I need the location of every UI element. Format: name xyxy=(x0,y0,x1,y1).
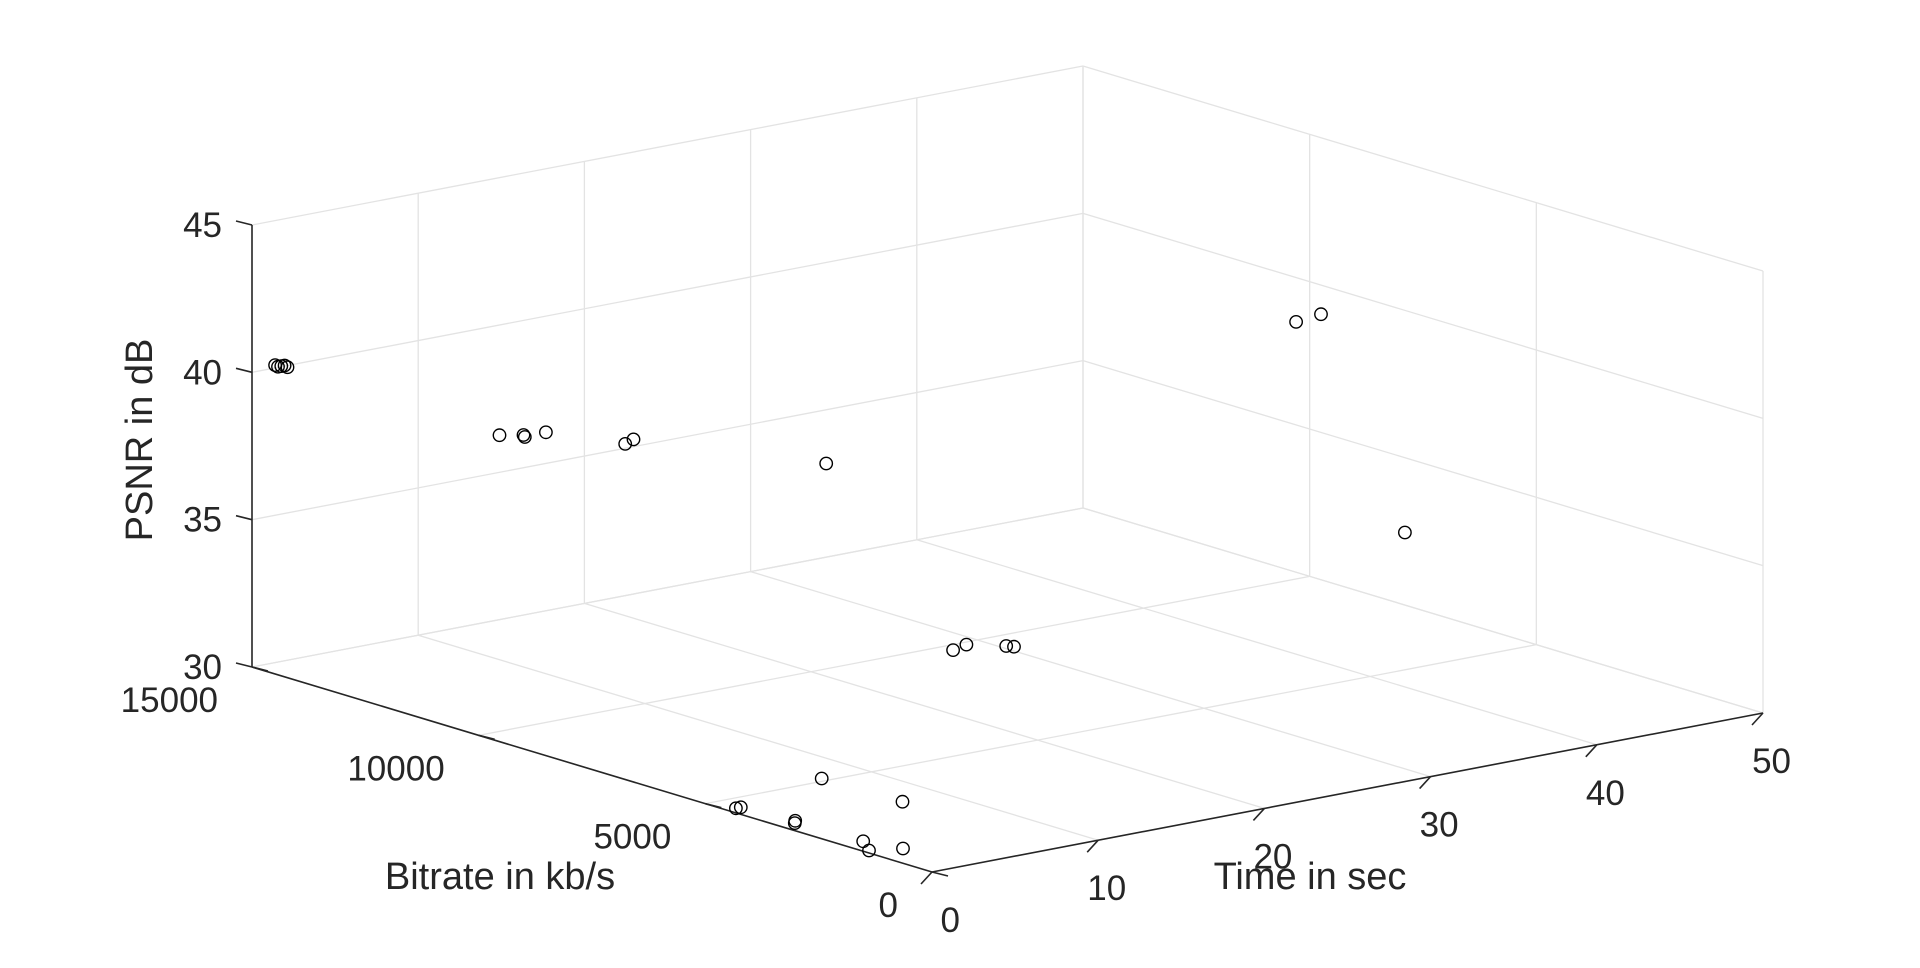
floor-grid-line xyxy=(705,644,1537,805)
data-point xyxy=(539,425,553,440)
data-point xyxy=(492,428,507,443)
y-tick-mark xyxy=(931,871,949,877)
x-axis-label: Time in sec xyxy=(1214,856,1407,898)
y-tick-label: 5000 xyxy=(593,818,671,857)
data-point xyxy=(1398,525,1412,540)
data-points xyxy=(268,307,1412,858)
y-tick-mark xyxy=(478,734,495,741)
z-tick-mark xyxy=(235,220,253,226)
data-point xyxy=(819,456,834,471)
data-point xyxy=(862,843,876,858)
back-wall-grid-line xyxy=(251,65,1084,226)
back-wall-grid-line xyxy=(251,360,1084,521)
side-wall-grid-line xyxy=(1082,212,1764,419)
data-point xyxy=(946,643,960,657)
z-tick-label: 35 xyxy=(183,501,222,540)
y-axis-label: Bitrate in kb/s xyxy=(385,856,615,898)
y-tick-label: 10000 xyxy=(347,749,444,788)
side-wall-grid-line xyxy=(1082,507,1764,714)
z-tick-label: 30 xyxy=(183,648,222,687)
z-tick-label: 40 xyxy=(183,353,222,392)
floor-grid-line xyxy=(750,570,1431,778)
data-point xyxy=(896,841,910,856)
y-tick-mark xyxy=(705,802,722,809)
x-tick-mark xyxy=(1252,807,1265,821)
data-point xyxy=(733,800,748,815)
y-tick-label: 15000 xyxy=(121,681,218,720)
data-point xyxy=(814,771,829,786)
floor-grid-line xyxy=(418,634,1099,841)
x-tick-mark xyxy=(920,871,933,885)
data-point xyxy=(959,637,974,652)
x-tick-label: 10 xyxy=(1087,869,1126,908)
z-tick-mark xyxy=(235,367,253,374)
z-tick-mark xyxy=(235,662,253,668)
x-tick-label: 40 xyxy=(1586,774,1625,813)
side-wall-grid-line xyxy=(1082,65,1764,272)
floor-grid-line xyxy=(478,575,1310,736)
z-tick-label: 45 xyxy=(183,206,222,245)
x-tick-mark xyxy=(1585,744,1598,758)
grid-layer xyxy=(251,65,1764,873)
data-point xyxy=(1007,639,1021,654)
data-point xyxy=(895,794,910,809)
z-axis-label: PSNR in dB xyxy=(119,339,161,542)
back-wall-grid-line xyxy=(251,507,1084,668)
data-point xyxy=(1289,314,1304,329)
data-point xyxy=(516,428,531,442)
floor-grid-line xyxy=(584,602,1265,810)
x-tick-label: 50 xyxy=(1752,742,1791,781)
x-tick-label: 30 xyxy=(1420,806,1459,845)
x-tick-mark xyxy=(1419,776,1432,790)
data-point xyxy=(856,834,871,849)
data-point xyxy=(999,639,1014,653)
y-tick-mark xyxy=(251,666,269,672)
axis-layer xyxy=(235,220,1764,885)
x-tick-label: 20 xyxy=(1253,837,1292,876)
data-point xyxy=(626,432,641,447)
data-point xyxy=(729,801,743,816)
z-tick-mark xyxy=(235,514,253,521)
data-point xyxy=(280,360,295,375)
data-point xyxy=(618,436,633,451)
x-tick-mark xyxy=(1751,712,1764,726)
floor-grid-line xyxy=(916,539,1597,746)
x-tick-mark xyxy=(1086,839,1099,853)
y-tick-label: 0 xyxy=(879,886,898,925)
x-tick-label: 0 xyxy=(941,901,960,940)
data-point xyxy=(517,430,532,444)
side-wall-grid-line xyxy=(1082,360,1764,567)
y-axis-line xyxy=(251,666,933,873)
x-axis-line xyxy=(931,712,1764,873)
data-point xyxy=(1314,307,1328,322)
back-wall-grid-line xyxy=(251,212,1084,373)
data-point xyxy=(788,813,803,828)
data-point xyxy=(277,358,292,373)
